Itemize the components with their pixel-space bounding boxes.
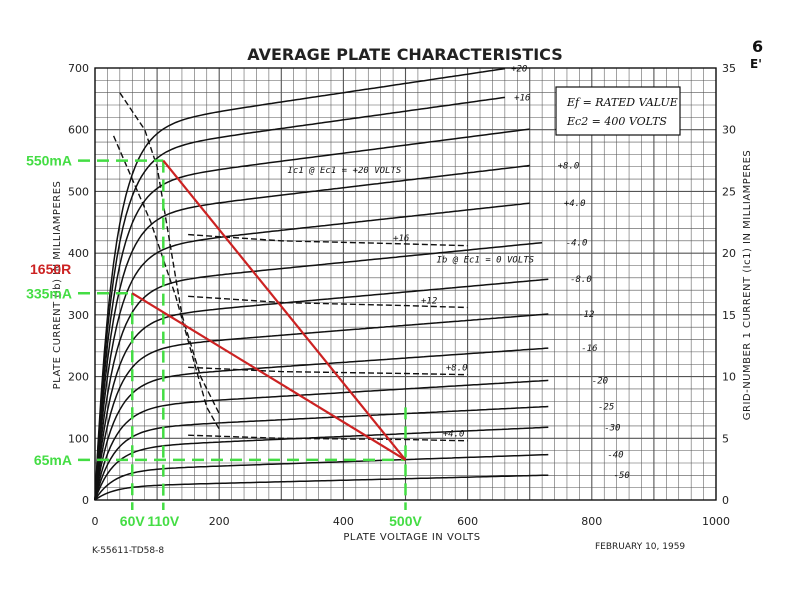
annotation-vline-label: 60V xyxy=(120,513,146,529)
plate-curves: +20 +16 +12 +8.0 +4.0 -4.0 -8.0 -12 -16 -20 -25 -30… xyxy=(94,65,630,501)
grid-current-curve-label: +16 xyxy=(393,234,409,244)
y-tick-label: 100 xyxy=(68,432,89,445)
plate-curve xyxy=(94,164,530,501)
y-tick-label: 200 xyxy=(68,371,89,384)
plate-curve-label: +16 xyxy=(514,93,530,103)
legend-box: Ef = RATED VALUE Ec2 = 400 VOLTS xyxy=(555,86,681,136)
plate-curve xyxy=(94,202,530,501)
x-axis-label: PLATE VOLTAGE IN VOLTS xyxy=(343,532,480,543)
x-tick-label: 400 xyxy=(333,515,354,528)
plate-curve xyxy=(94,453,549,501)
plate-curve-label: -25 xyxy=(598,403,614,413)
plate-curve xyxy=(94,474,549,501)
grid-current-curve xyxy=(188,233,468,247)
y2-tick-label: 20 xyxy=(722,247,736,260)
annotation-hline-label: 65mA xyxy=(34,452,72,468)
plate-curve xyxy=(94,241,543,501)
annotation-vline-label: 110V xyxy=(147,513,180,529)
legend-line-ec2: Ec2 = 400 VOLTS xyxy=(566,115,667,128)
grid-current-curve-label: +12 xyxy=(421,297,437,307)
plate-curve xyxy=(94,96,505,501)
plate-curve-label: +4.0 xyxy=(564,199,586,209)
x-tick-label: 600 xyxy=(457,515,478,528)
y2-tick-label: 10 xyxy=(722,371,736,384)
grid-current-curve xyxy=(112,135,220,430)
x-tick-label: 0 xyxy=(92,515,99,528)
x-tick-label: 800 xyxy=(581,515,602,528)
plate-curve-label: -30 xyxy=(604,423,620,433)
plate-curve xyxy=(94,313,549,501)
plate-curve xyxy=(94,405,549,501)
footer-date: FEBRUARY 10, 1959 xyxy=(595,542,685,552)
plate-curve xyxy=(94,347,549,501)
plate-curve-label: +20 xyxy=(511,65,527,75)
grid-current-curve-label: Ic1 @ Ec1 = +20 VOLTS xyxy=(288,166,402,176)
plate-curve-label: +8.0 xyxy=(558,162,580,172)
y-tick-label: 400 xyxy=(68,247,89,260)
annotation-vline-label: 500V xyxy=(389,513,422,529)
plate-curve-label: -20 xyxy=(592,376,608,386)
load-line-label: 1650R xyxy=(30,261,71,277)
x-tick-label: 200 xyxy=(209,515,230,528)
x-tick-label: 1000 xyxy=(702,515,730,528)
plate-curve-label: -4.0 xyxy=(566,239,588,249)
plate-curve xyxy=(94,426,549,501)
y-axis-label: PLATE CURRENT (Ib) IN MILLIAMPERES xyxy=(52,181,63,390)
y-tick-label: 500 xyxy=(68,185,89,198)
load-line xyxy=(162,159,407,461)
load-line xyxy=(131,292,407,461)
y-tick-label: 0 xyxy=(82,494,89,507)
grid-current-curve-label: Ib @ Ec1 = 0 VOLTS xyxy=(437,255,535,265)
grid-current-curve xyxy=(119,92,220,414)
grid-current-curves: Ic1 @ Ec1 = +20 VOLTS Ib @ Ec1 = 0 VOLTS +… xyxy=(112,92,535,442)
plate-curve-label: -40 xyxy=(607,451,623,461)
y2-axis-label: GRID-NUMBER 1 CURRENT (Ic1) IN MILLIAMPE… xyxy=(742,150,753,421)
plot-frame xyxy=(94,67,717,501)
plate-curve xyxy=(94,128,530,501)
y2-tick-label: 30 xyxy=(722,124,736,137)
y2-tick-label: 25 xyxy=(722,185,736,198)
grid-current-curve xyxy=(188,434,468,442)
y-tick-label: 300 xyxy=(68,309,89,322)
annotation-hline-label: 550mA xyxy=(26,153,72,169)
legend-line-ef: Ef = RATED VALUE xyxy=(566,96,678,109)
y2-tick-label: 0 xyxy=(722,494,729,507)
grid-current-curve-label: +4.0 xyxy=(443,429,465,439)
plate-curve-label: -16 xyxy=(581,344,597,354)
y2-tick-label: 35 xyxy=(722,62,736,75)
plate-curve-label: -8.0 xyxy=(570,275,592,285)
annotation-hline-label: 335mA xyxy=(26,285,72,301)
y2-tick-label: 5 xyxy=(722,432,729,445)
annotations: 550mA 335mA 65mA 60V 110V 500V 1650R xyxy=(26,153,422,529)
axes: 0 200 400 600 800 1000 0 100 200 300 400 500 600 700 0… xyxy=(68,62,736,528)
grid-current-curve xyxy=(188,295,468,309)
plate-curve xyxy=(94,379,549,501)
footer-drawing-number: K-55611-TD58-8 xyxy=(92,546,164,556)
corner-mark-number: 6 xyxy=(752,37,763,56)
y-tick-label: 700 xyxy=(68,62,89,75)
grid-current-curve-label: +8.0 xyxy=(446,363,468,373)
legend-box-frame xyxy=(555,86,681,136)
y2-tick-label: 15 xyxy=(722,309,736,322)
plate-curve-label: -12 xyxy=(578,310,594,320)
corner-mark-letter: E' xyxy=(750,57,762,71)
plate-curve xyxy=(94,67,506,501)
chart-title: AVERAGE PLATE CHARACTERISTICS xyxy=(247,45,562,64)
plate-curve-label: -50 xyxy=(614,471,630,481)
grid-current-curve xyxy=(188,366,468,376)
y-tick-label: 600 xyxy=(68,124,89,137)
corner-mark: 6 E' xyxy=(750,37,763,71)
